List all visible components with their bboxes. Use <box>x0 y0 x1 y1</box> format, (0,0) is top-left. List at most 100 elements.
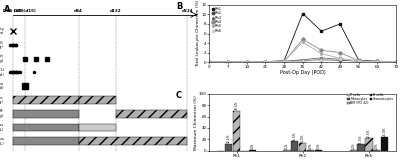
Rh6 <box>300 60 305 62</box>
Text: MMF
(15mg/kg): MMF (15mg/kg) <box>0 109 4 118</box>
Bar <box>284 150 291 151</box>
Bar <box>350 150 357 151</box>
Rh4 <box>226 61 230 63</box>
Rh5 <box>338 57 342 59</box>
Rh6 <box>319 59 324 61</box>
Y-axis label: Maximum Chimerism (%): Maximum Chimerism (%) <box>194 95 198 150</box>
Text: 1.0%: 1.0% <box>375 142 379 150</box>
Rh1 <box>207 61 212 63</box>
X-axis label: Post-Op Day (POD): Post-Op Day (POD) <box>280 70 326 75</box>
Rh2 <box>394 61 398 63</box>
Text: B: B <box>176 2 182 11</box>
Rh3 <box>338 58 342 60</box>
Rh4 <box>244 61 249 63</box>
Rh4 <box>263 61 268 63</box>
Bar <box>79 137 188 145</box>
Bar <box>13 110 79 118</box>
Line: Rh1: Rh1 <box>208 12 397 63</box>
Rh1 <box>338 23 342 25</box>
Rh1 <box>226 61 230 63</box>
Line: Rh5: Rh5 <box>208 41 397 63</box>
Text: TotoTLI
(1200Gy Total): TotoTLI (1200Gy Total) <box>0 68 4 77</box>
Rh5 <box>356 60 361 62</box>
Rh6 <box>207 61 212 63</box>
Bar <box>79 124 116 131</box>
Rh2 <box>300 60 305 62</box>
Bar <box>233 111 240 151</box>
Bar <box>116 110 188 118</box>
Rh3 <box>300 59 305 61</box>
Rh5 <box>319 53 324 55</box>
Line: Rh2: Rh2 <box>208 59 397 63</box>
Rh3 <box>356 60 361 62</box>
Rh1 <box>394 61 398 63</box>
Rh6 <box>263 61 268 63</box>
Rh3 <box>226 61 230 63</box>
Rh5 <box>394 61 398 63</box>
Rh4 <box>394 61 398 63</box>
Rh1 <box>319 30 324 32</box>
Bar <box>291 141 298 151</box>
Rh6 <box>356 60 361 62</box>
Rh2 <box>356 60 361 62</box>
Rh2 <box>263 61 268 63</box>
Rh2 <box>226 61 230 63</box>
Rh6 <box>226 61 230 63</box>
Bar <box>373 150 380 151</box>
Text: Allogeneic Kidney
Transplantation: Allogeneic Kidney Transplantation <box>0 27 4 35</box>
Rh6 <box>244 61 249 63</box>
Rh3 <box>394 61 398 63</box>
Text: rhATG
(4mg/kg): rhATG (4mg/kg) <box>0 41 4 49</box>
Rh2 <box>375 61 380 63</box>
Rh6 <box>394 61 398 63</box>
Rh3 <box>319 57 324 59</box>
Rh4 <box>282 61 286 63</box>
Bar <box>248 150 256 151</box>
Text: C: C <box>176 91 182 100</box>
Text: 22.5%: 22.5% <box>367 128 371 138</box>
Line: Rh6: Rh6 <box>208 58 397 63</box>
Text: 16.5%: 16.5% <box>293 132 297 141</box>
Bar <box>307 150 314 151</box>
Rh6 <box>282 61 286 63</box>
Rh1 <box>282 60 286 62</box>
Rh2 <box>244 61 249 63</box>
Rh4 <box>300 38 305 40</box>
Line: Rh4: Rh4 <box>208 38 397 63</box>
Bar <box>299 143 306 151</box>
Line: Rh3: Rh3 <box>208 57 397 63</box>
Rh2 <box>282 61 286 63</box>
Text: 1.1%: 1.1% <box>285 143 289 150</box>
Rh1 <box>300 12 305 14</box>
Rh3 <box>207 61 212 63</box>
Rh4 <box>319 49 324 51</box>
Rh3 <box>244 61 249 63</box>
Bar <box>365 138 372 151</box>
Text: 11.5%: 11.5% <box>359 134 363 144</box>
Rh5 <box>300 41 305 43</box>
Text: D0S (d0): D0S (d0) <box>3 9 24 13</box>
Bar <box>13 137 79 145</box>
Rh1 <box>375 60 380 62</box>
Rh3 <box>263 61 268 63</box>
Text: 1.2%: 1.2% <box>351 142 355 150</box>
Text: 70.5%: 70.5% <box>234 101 238 110</box>
Y-axis label: Total Leukocyte Chimerism (%): Total Leukocyte Chimerism (%) <box>196 0 200 67</box>
Rh5 <box>207 61 212 63</box>
Text: 14.0%: 14.0% <box>301 133 305 143</box>
Text: Prednisone
(2mg/kg): Prednisone (2mg/kg) <box>0 96 4 104</box>
Rh5 <box>263 61 268 63</box>
Rh2 <box>319 59 324 61</box>
Text: D0I (d15): D0I (d15) <box>14 9 36 13</box>
Text: 12.5%: 12.5% <box>227 134 231 144</box>
Rh5 <box>375 61 380 63</box>
Rh6 <box>375 61 380 63</box>
Legend: Rh1, Rh2, Rh3, Rh4, Rh5, Rh6: Rh1, Rh2, Rh3, Rh4, Rh5, Rh6 <box>211 7 222 33</box>
Rh1 <box>244 61 249 63</box>
Bar <box>13 124 79 131</box>
Bar <box>225 144 232 151</box>
Text: 1.0%: 1.0% <box>250 142 254 150</box>
Text: d84: d84 <box>74 9 83 13</box>
Legend: T cells, Monocytes, BM (PD 42), B cells, Granulocytes: T cells, Monocytes, BM (PD 42), B cells,… <box>347 92 394 106</box>
Text: Sirolimus
(Tgh 2-4ng/mL): Sirolimus (Tgh 2-4ng/mL) <box>0 123 4 132</box>
